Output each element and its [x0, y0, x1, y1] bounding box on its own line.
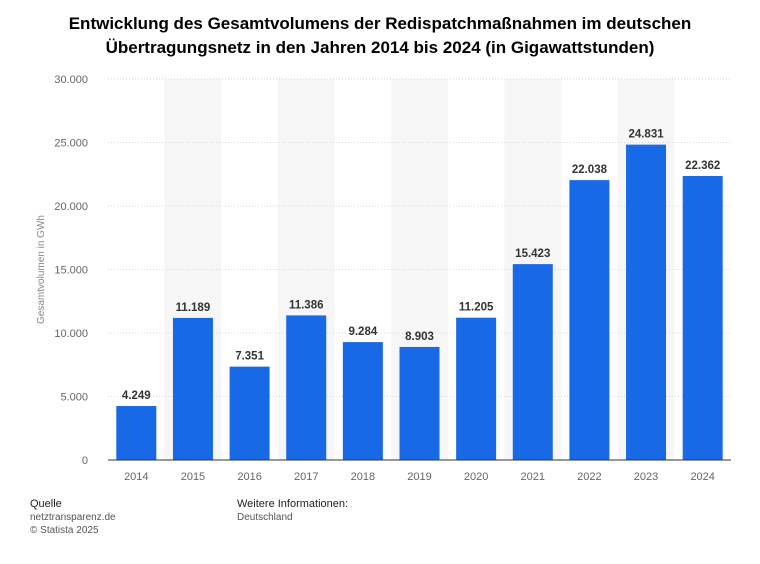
x-tick-label: 2018 [351, 471, 375, 483]
info-heading: Weitere Informationen: [237, 498, 349, 510]
value-label: 22.362 [685, 160, 720, 172]
value-label: 8.903 [405, 331, 434, 343]
bar [342, 342, 383, 460]
value-label: 11.205 [459, 302, 494, 314]
x-tick-label: 2015 [181, 471, 205, 483]
bar [512, 264, 553, 460]
value-label: 7.351 [235, 351, 264, 363]
x-tick-label: 2017 [294, 471, 318, 483]
bar [399, 346, 440, 460]
y-tick-label: 25.000 [54, 138, 88, 150]
copyright: © Statista 2025 [30, 525, 99, 536]
x-tick-label: 2022 [577, 471, 601, 483]
chart-title-line-2: Übertragungsnetz in den Jahren 2014 bis … [105, 38, 655, 57]
y-axis-ticks: 0 5.000 10.000 15.000 20.000 25.000 30.000 [54, 74, 88, 467]
x-tick-label: 2019 [407, 471, 431, 483]
y-tick-label: 0 [82, 455, 88, 467]
y-tick-label: 30.000 [54, 74, 88, 86]
x-tick-label: 2014 [124, 471, 148, 483]
bar [626, 144, 667, 460]
value-label: 4.249 [122, 390, 151, 402]
x-axis-ticks: 2014 2015 2016 2017 2018 2019 2020 2021 2022 2023… [124, 471, 715, 483]
source-block: Quelle netztransparenz.de © Statista 202… [30, 498, 116, 537]
x-tick-label: 2021 [521, 471, 545, 483]
bar [286, 315, 327, 460]
x-tick-label: 2020 [464, 471, 488, 483]
bar-chart: 0 5.000 10.000 15.000 20.000 25.000 30.000 4.2… [36, 74, 731, 483]
value-label: 11.189 [176, 302, 211, 314]
value-label: 11.386 [289, 299, 324, 311]
value-label: 9.284 [348, 326, 377, 338]
bar [682, 176, 723, 460]
y-tick-label: 5.000 [60, 392, 88, 404]
source-name: netztransparenz.de [30, 512, 116, 523]
info-region: Deutschland [237, 512, 293, 523]
y-tick-label: 15.000 [54, 265, 88, 277]
y-tick-label: 20.000 [54, 201, 88, 213]
chart-title-line-1: Entwicklung des Gesamtvolumens der Redis… [68, 14, 692, 33]
chart-title: Entwicklung des Gesamtvolumens der Redis… [20, 12, 740, 60]
bar [229, 366, 270, 460]
source-heading: Quelle [30, 498, 62, 510]
y-axis-label: Gesamtvolumen in GWh [36, 215, 47, 324]
x-tick-label: 2016 [237, 471, 261, 483]
value-label: 15.423 [515, 248, 550, 260]
bars [116, 144, 723, 460]
x-tick-label: 2024 [690, 471, 714, 483]
info-block: Weitere Informationen: Deutschland [237, 498, 348, 524]
bar [569, 180, 610, 460]
value-label: 22.038 [572, 164, 608, 176]
bar [456, 317, 497, 460]
value-labels: 4.249 11.189 7.351 11.386 9.284 8.903 11.205 15… [122, 129, 720, 402]
y-tick-label: 10.000 [54, 328, 88, 340]
bar [116, 406, 157, 460]
bar [172, 317, 213, 460]
value-label: 24.831 [628, 129, 664, 141]
x-tick-label: 2023 [634, 471, 658, 483]
